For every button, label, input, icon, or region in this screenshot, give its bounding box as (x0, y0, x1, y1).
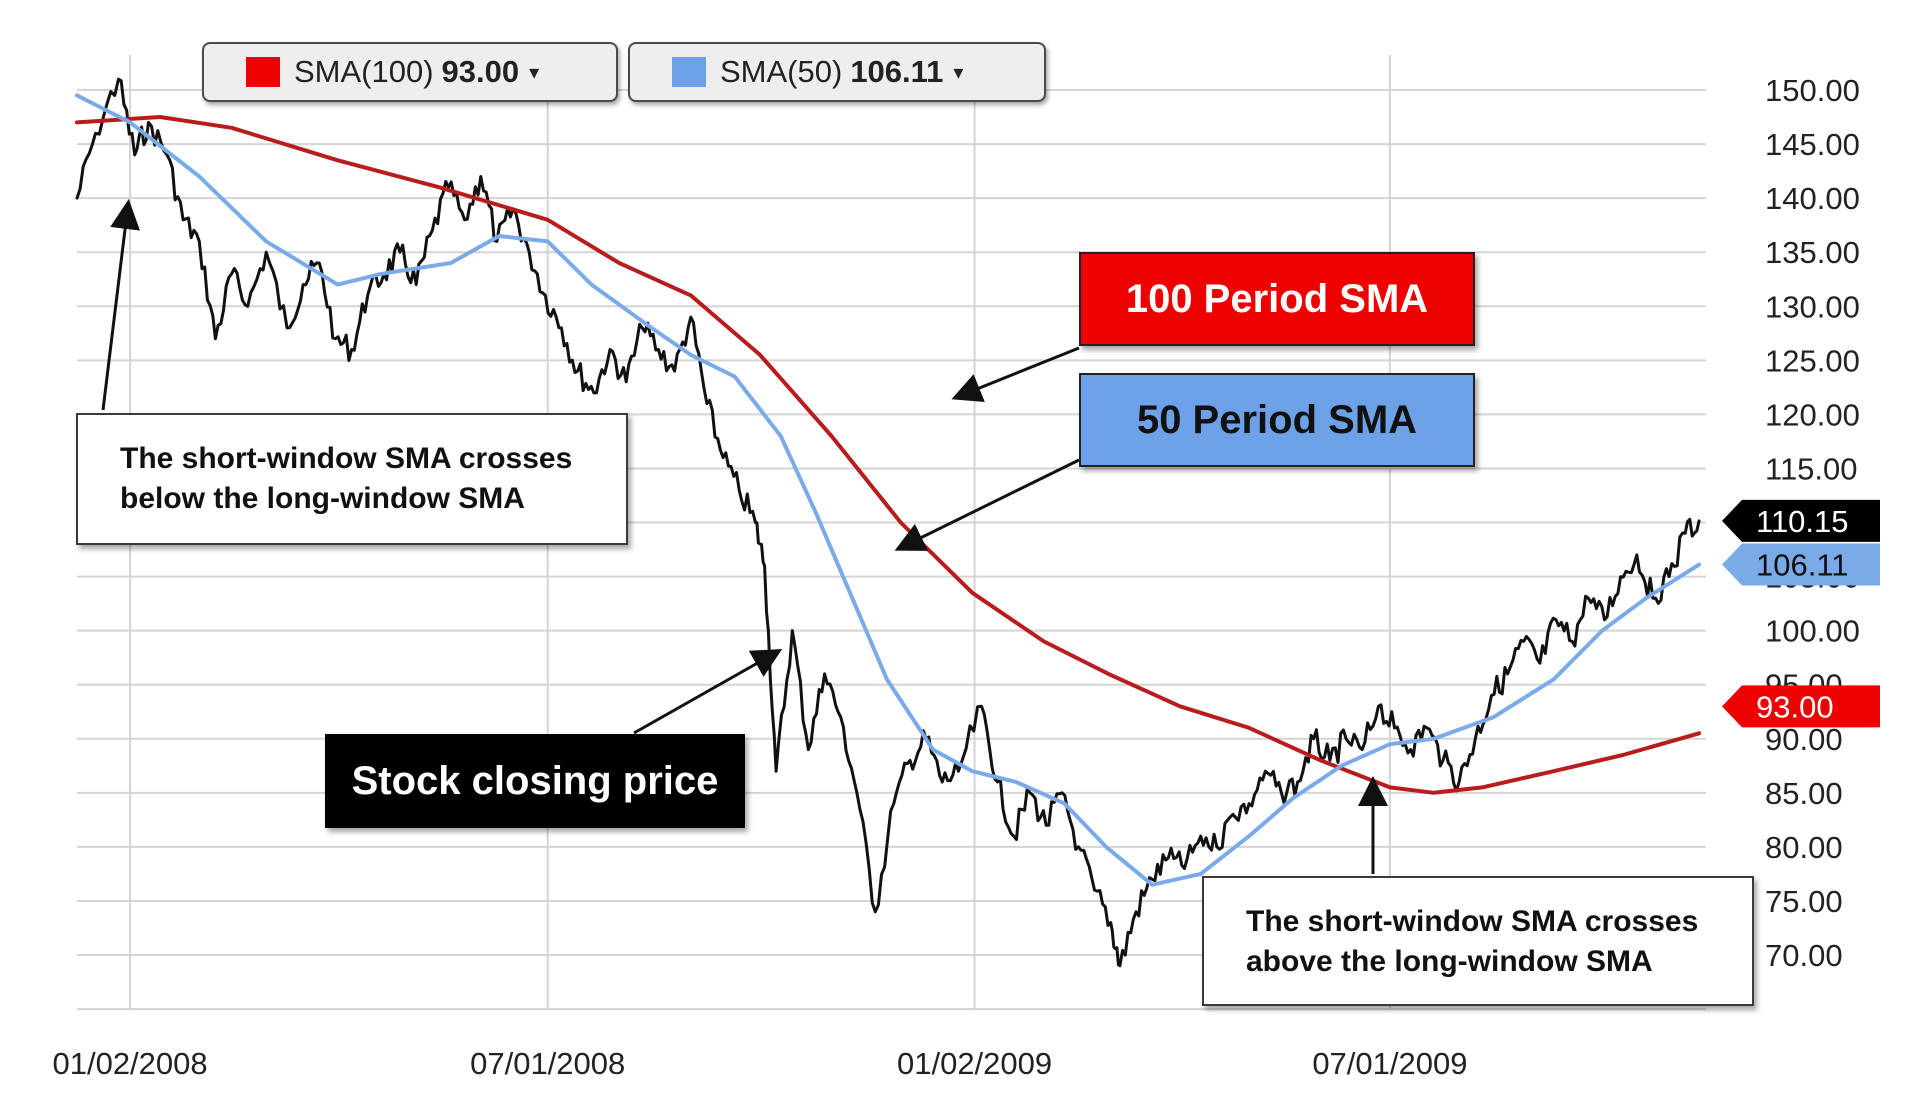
price-arrow (633, 649, 783, 735)
price-marker-value: 106.11 (1756, 548, 1849, 583)
sma50-arrow (894, 458, 1080, 551)
cross-above-note-line1: The short-window SMA crosses (1246, 905, 1699, 938)
y-tick-label: 150.00 (1765, 73, 1860, 108)
y-tick-label: 120.00 (1765, 397, 1860, 432)
price-marker: 93.00 (1722, 685, 1880, 728)
y-tick-label: 145.00 (1765, 127, 1860, 162)
sma100-label-box: 100 Period SMA (1079, 252, 1475, 346)
sma50-indicator-label: SMA(50) (720, 54, 843, 89)
sma50-swatch (672, 57, 706, 87)
y-tick-label: 80.00 (1765, 830, 1843, 865)
y-tick-label: 140.00 (1765, 181, 1860, 216)
y-tick-label: 90.00 (1765, 722, 1843, 757)
sma50-indicator-value: 106.11 (850, 54, 944, 89)
y-tick-label: 75.00 (1765, 884, 1843, 919)
x-tick-label: 07/01/2008 (470, 1046, 625, 1081)
sma50-indicator[interactable]: SMA(50) 106.11 ▾ (628, 42, 1046, 102)
annotation-arrows (101, 199, 1388, 874)
y-tick-label: 85.00 (1765, 776, 1843, 811)
price-marker: 110.15 (1722, 499, 1880, 542)
cross-above-note: The short-window SMA crosses above the l… (1202, 876, 1754, 1006)
sma100-indicator-value: 93.00 (441, 54, 520, 89)
price-marker-value: 110.15 (1756, 504, 1849, 539)
chevron-down-icon[interactable]: ▾ (953, 61, 964, 84)
price-marker-tag (1722, 685, 1880, 728)
chevron-down-icon[interactable]: ▾ (529, 61, 540, 84)
50-period-sma-line (75, 93, 1702, 887)
sma50-label-box: 50 Period SMA (1079, 373, 1475, 467)
price-marker-tag (1722, 499, 1880, 542)
price-marker-value: 93.00 (1756, 689, 1834, 724)
price-marker: 106.11 (1722, 543, 1880, 586)
y-tick-label: 70.00 (1765, 938, 1843, 973)
x-tick-label: 01/02/2009 (897, 1046, 1052, 1081)
y-tick-label: 135.00 (1765, 235, 1860, 270)
y-tick-label: 100.00 (1765, 614, 1860, 649)
stock-closing-price-line (75, 77, 1701, 968)
sma100-arrow (951, 346, 1080, 402)
cross-below-note: The short-window SMA crosses below the l… (76, 413, 628, 545)
cross-below-note-line1: The short-window SMA crosses (120, 442, 573, 475)
cross-above-note-line2: above the long-window SMA (1246, 945, 1653, 978)
x-axis: 01/02/2008 07/01/2008 01/02/2009 07/01/2009 (52, 1046, 1467, 1081)
y-tick-label: 115.00 (1765, 451, 1858, 486)
sma100-swatch (246, 57, 280, 87)
cross-below-arrow (101, 199, 140, 411)
price-markers: 110.15 106.11 93.00 (1722, 499, 1880, 728)
100-period-sma-line (75, 115, 1702, 795)
x-tick-label: 07/01/2009 (1312, 1046, 1467, 1081)
x-tick-label: 01/02/2008 (52, 1046, 207, 1081)
price-label-box: Stock closing price (325, 734, 745, 828)
cross-below-note-line2: below the long-window SMA (120, 482, 525, 515)
sma100-indicator-label: SMA(100) (294, 54, 434, 89)
y-tick-label: 125.00 (1765, 343, 1860, 378)
price-marker-tag (1722, 543, 1880, 586)
y-tick-label: 130.00 (1765, 289, 1860, 324)
sma100-indicator[interactable]: SMA(100) 93.00 ▾ (202, 42, 618, 102)
chart-series-layer (75, 77, 1702, 968)
